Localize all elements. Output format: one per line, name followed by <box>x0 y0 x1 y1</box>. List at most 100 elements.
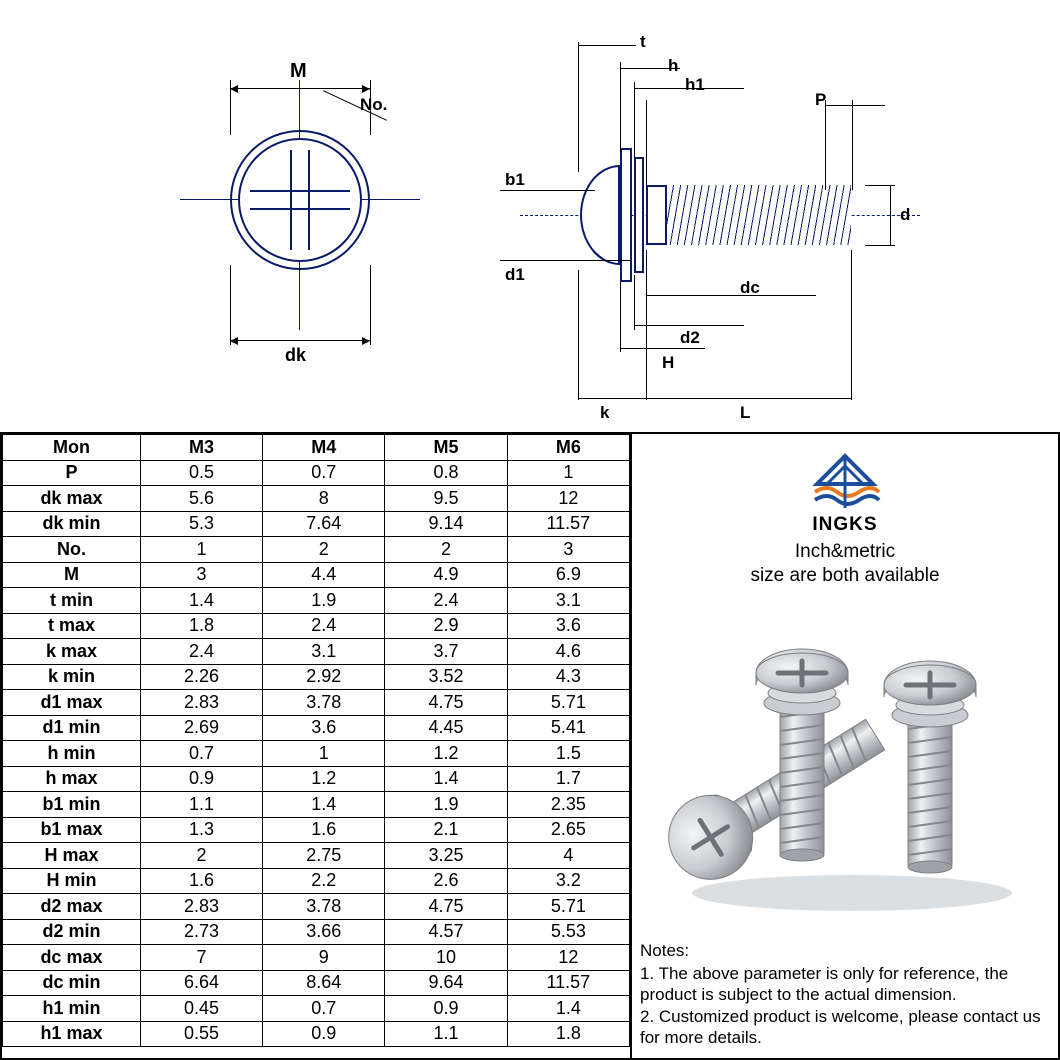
dim-label-b1: b1 <box>505 170 525 190</box>
table-cell: 1.9 <box>385 792 507 818</box>
notes-title: Notes: <box>640 940 1054 961</box>
table-cell: 2.6 <box>385 868 507 894</box>
table-row: k min2.262.923.524.3 <box>3 664 630 690</box>
table-cell: 1 <box>263 741 385 767</box>
brand-tagline-1: Inch&metric <box>632 540 1058 564</box>
table-rowhead: H min <box>3 868 141 894</box>
table-cell: 1 <box>140 537 262 563</box>
table-cell: 2.4 <box>140 639 262 665</box>
table-row: k max2.43.13.74.6 <box>3 639 630 665</box>
notes-block: Notes: 1. The above parameter is only fo… <box>640 940 1054 1048</box>
dim-label-h: h <box>668 56 678 76</box>
table-header: M4 <box>263 435 385 461</box>
dim-label-M: M <box>290 60 307 83</box>
table-header: M5 <box>385 435 507 461</box>
notes-item-1: 1. The above parameter is only for refer… <box>640 963 1054 1006</box>
table-cell: 2.75 <box>263 843 385 869</box>
table-row: dc max791012 <box>3 945 630 971</box>
table-row: dk min5.37.649.1411.57 <box>3 511 630 537</box>
table-row: H max22.753.254 <box>3 843 630 869</box>
table-cell: 8.64 <box>263 970 385 996</box>
table-cell: 4.4 <box>263 562 385 588</box>
spec-table-container: MonM3M4M5M6 P0.50.70.81dk max5.689.512dk… <box>0 432 632 1060</box>
screw-top-view: M No. dk <box>190 40 430 390</box>
dim-label-dk: dk <box>285 345 306 366</box>
table-cell: 1.8 <box>140 613 262 639</box>
spec-table: MonM3M4M5M6 P0.50.70.81dk max5.689.512dk… <box>2 434 630 1047</box>
table-cell: 3.2 <box>507 868 629 894</box>
dim-label-No: No. <box>360 95 387 115</box>
table-row: t min1.41.92.43.1 <box>3 588 630 614</box>
notes-item-2: 2. Customized product is welcome, please… <box>640 1006 1054 1049</box>
table-cell: 1.1 <box>385 1021 507 1047</box>
table-cell: 0.5 <box>140 460 262 486</box>
table-cell: 1.2 <box>263 766 385 792</box>
table-rowhead: dc max <box>3 945 141 971</box>
table-cell: 4.75 <box>385 690 507 716</box>
product-photo <box>652 619 1040 919</box>
table-cell: 9.14 <box>385 511 507 537</box>
table-cell: 2.1 <box>385 817 507 843</box>
table-header: Mon <box>3 435 141 461</box>
table-cell: 4.75 <box>385 894 507 920</box>
table-cell: 7.64 <box>263 511 385 537</box>
table-cell: 2 <box>140 843 262 869</box>
table-row: h1 min0.450.70.91.4 <box>3 996 630 1022</box>
table-cell: 0.8 <box>385 460 507 486</box>
table-row: h max0.91.21.41.7 <box>3 766 630 792</box>
dim-label-d1: d1 <box>505 265 525 285</box>
table-row: dk max5.689.512 <box>3 486 630 512</box>
table-rowhead: t max <box>3 613 141 639</box>
table-cell: 9 <box>263 945 385 971</box>
table-cell: 2 <box>385 537 507 563</box>
table-cell: 2.73 <box>140 919 262 945</box>
table-rowhead: b1 min <box>3 792 141 818</box>
dim-label-d: d <box>900 205 910 225</box>
table-rowhead: h1 max <box>3 1021 141 1047</box>
table-cell: 12 <box>507 486 629 512</box>
table-cell: 0.9 <box>385 996 507 1022</box>
table-row: d1 min2.693.64.455.41 <box>3 715 630 741</box>
table-rowhead: k max <box>3 639 141 665</box>
dim-label-k: k <box>600 403 609 423</box>
table-cell: 1.9 <box>263 588 385 614</box>
table-cell: 1.1 <box>140 792 262 818</box>
table-cell: 0.45 <box>140 996 262 1022</box>
table-rowhead: d2 max <box>3 894 141 920</box>
table-cell: 5.71 <box>507 894 629 920</box>
table-rowhead: k min <box>3 664 141 690</box>
table-row: H min1.62.22.63.2 <box>3 868 630 894</box>
dim-label-h1: h1 <box>685 75 705 95</box>
table-row: h min0.711.21.5 <box>3 741 630 767</box>
table-rowhead: No. <box>3 537 141 563</box>
table-rowhead: h min <box>3 741 141 767</box>
table-cell: 1.3 <box>140 817 262 843</box>
table-cell: 1.6 <box>263 817 385 843</box>
table-rowhead: b1 max <box>3 817 141 843</box>
table-cell: 5.71 <box>507 690 629 716</box>
table-rowhead: H max <box>3 843 141 869</box>
table-row: b1 min1.11.41.92.35 <box>3 792 630 818</box>
table-cell: 1.2 <box>385 741 507 767</box>
table-rowhead: dc min <box>3 970 141 996</box>
technical-diagram-area: M No. dk t h h1 P d <box>0 0 1060 432</box>
table-rowhead: dk max <box>3 486 141 512</box>
table-cell: 8 <box>263 486 385 512</box>
table-row: d2 max2.833.784.755.71 <box>3 894 630 920</box>
table-cell: 1 <box>507 460 629 486</box>
table-cell: 4.6 <box>507 639 629 665</box>
brand-panel: INGKS Inch&metric size are both availabl… <box>632 432 1060 1060</box>
table-cell: 5.41 <box>507 715 629 741</box>
table-cell: 3.1 <box>507 588 629 614</box>
table-cell: 2.4 <box>385 588 507 614</box>
table-cell: 2.35 <box>507 792 629 818</box>
table-row: b1 max1.31.62.12.65 <box>3 817 630 843</box>
table-rowhead: M <box>3 562 141 588</box>
table-cell: 1.8 <box>507 1021 629 1047</box>
table-cell: 2.92 <box>263 664 385 690</box>
brand-tagline-2: size are both available <box>632 564 1058 588</box>
table-cell: 4.57 <box>385 919 507 945</box>
table-cell: 0.9 <box>263 1021 385 1047</box>
table-header: M3 <box>140 435 262 461</box>
table-cell: 5.6 <box>140 486 262 512</box>
